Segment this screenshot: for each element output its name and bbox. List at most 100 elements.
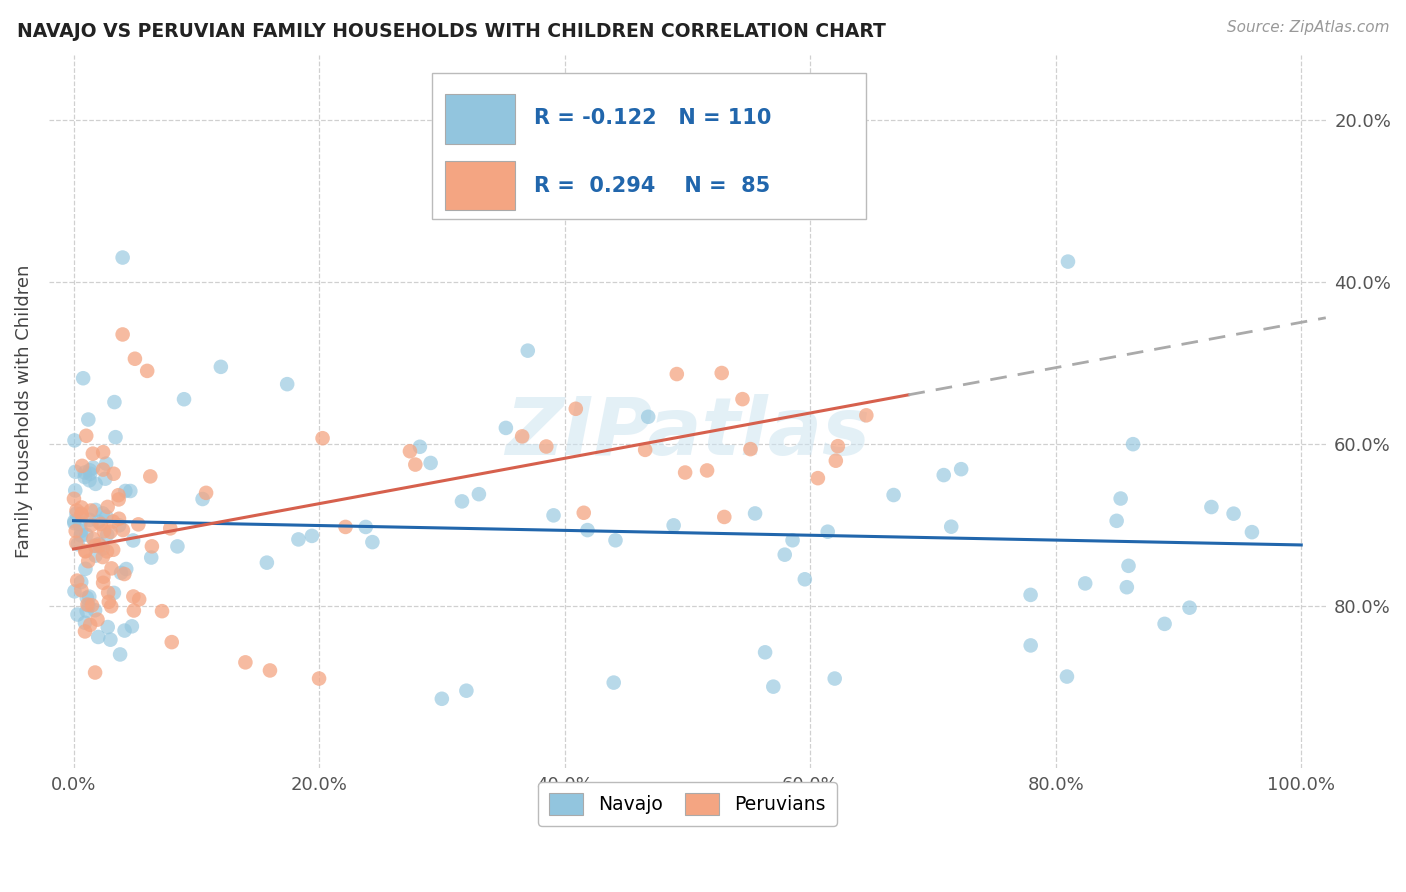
Point [66,574,89,588]
Point [94,457,117,471]
Legend: Navajo, Peruvians: Navajo, Peruvians [538,781,837,826]
Point [91,541,114,556]
Point [576,523,599,537]
Point [256,556,278,570]
Point [87,515,110,529]
Text: R =  0.294    N =  85: R = 0.294 N = 85 [534,176,770,195]
Point [66,537,89,551]
Point [744,507,766,521]
Point [141,550,163,565]
Point [108,518,131,533]
Point [160,635,183,649]
Point [311,431,333,445]
Point [94,472,117,486]
Point [90,516,112,531]
Point [93,570,115,584]
Point [91,462,114,476]
Point [637,409,659,424]
Point [111,523,134,537]
Point [70,507,93,521]
Point [740,442,762,456]
Point [75,562,97,576]
Point [409,440,432,454]
Point [77,599,100,613]
Point [65,465,87,479]
Point [662,518,685,533]
Point [79,463,101,477]
Point [136,364,159,378]
Point [76,598,98,612]
Point [1109,491,1132,506]
Point [91,445,114,459]
Point [107,488,129,502]
Point [65,535,87,549]
Point [114,624,136,638]
Point [80,518,103,533]
Point [80,599,103,613]
Point [76,604,98,618]
Point [63,516,86,530]
Point [96,509,118,524]
Point [91,575,114,590]
Point [73,470,96,484]
Point [710,366,733,380]
Point [108,648,131,662]
Point [120,483,142,498]
Point [762,680,785,694]
Point [122,603,145,617]
Point [103,395,125,409]
Point [66,607,89,622]
Point [75,544,97,558]
Point [72,371,94,385]
Point [76,591,98,605]
Point [63,434,86,448]
Point [124,351,146,366]
Point [75,429,97,443]
Point [195,486,218,500]
Point [108,512,131,526]
Point [75,544,97,558]
Point [430,691,453,706]
Point [1118,558,1140,573]
Point [63,584,86,599]
Point [86,613,108,627]
Point [110,566,132,580]
Point [73,615,96,630]
Point [605,533,627,548]
Point [93,524,115,539]
Point [166,540,188,554]
Point [79,467,101,481]
Point [335,520,357,534]
Point [97,595,120,609]
Point [77,554,100,568]
Point [259,664,281,678]
Point [70,524,93,538]
Point [354,520,377,534]
Point [1240,525,1263,540]
Point [63,514,86,528]
Point [97,500,120,514]
Point [782,533,804,548]
Point [141,539,163,553]
Point [301,529,323,543]
Point [111,327,134,342]
Point [807,471,830,485]
Point [69,528,91,542]
Point [817,524,839,539]
Point [495,421,517,435]
Point [565,401,588,416]
Point [700,186,723,200]
Point [1019,639,1042,653]
Point [87,537,110,551]
Point [97,620,120,634]
Point [1057,254,1080,268]
Point [127,517,149,532]
Point [77,590,100,604]
Point [419,456,441,470]
Point [100,524,122,539]
Point [543,508,565,523]
Point [100,632,122,647]
Point [97,585,120,599]
Point [79,618,101,632]
Point [1122,437,1144,451]
